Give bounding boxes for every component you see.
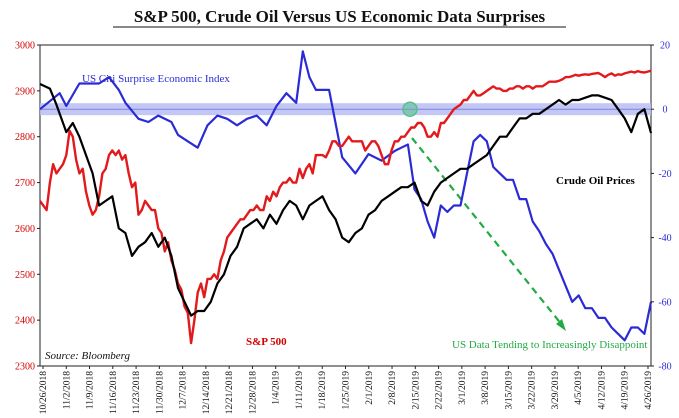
y-left-tick-label: 2300	[15, 362, 35, 373]
y-right-tick-label: 20	[660, 41, 670, 52]
x-tick-label: 1/25/2019	[342, 371, 352, 410]
x-tick-label: 4/19/2019	[621, 371, 631, 410]
zero-band	[40, 103, 651, 331]
plot-frame	[39, 44, 652, 367]
y-right-tick-label: -20	[658, 169, 671, 180]
y-right-tick-label: -40	[658, 233, 671, 244]
axes: 2300 2400 2500 2600 2700 2800 2900 3000 -80 -60 -4…	[15, 41, 672, 415]
series-line-us-citi-surprise-economic-index	[39, 50, 653, 342]
source-label: Source: Bloomberg	[45, 350, 131, 362]
y-left-tick-label: 2400	[15, 316, 35, 327]
x-tick-label: 2/22/2019	[435, 371, 445, 410]
x-tick-label: 12/21/2018	[225, 371, 235, 415]
x-tick-label: 3/15/2019	[504, 371, 514, 410]
x-tick-label: 3/22/2019	[528, 371, 538, 410]
y-right-tick-label: -60	[658, 297, 671, 308]
y-left-tick-label: 2500	[15, 270, 35, 281]
x-tick-label: 11/9/2018	[86, 371, 96, 409]
x-tick-label: 2/1/2019	[365, 371, 375, 405]
turning-point-marker	[402, 101, 418, 117]
y-right-tick-label: 0	[663, 105, 668, 116]
y-left-tick-label: 2600	[15, 224, 35, 235]
trend-arrowhead	[556, 319, 566, 331]
x-tick-label: 11/23/2018	[132, 371, 142, 414]
x-tick-label: 11/2/2018	[62, 371, 72, 409]
x-tick-label: 11/16/2018	[109, 371, 119, 414]
x-tick-label: 2/15/2019	[411, 371, 421, 410]
x-tick-label: 4/26/2019	[644, 371, 654, 410]
series-line-s-p-500	[39, 69, 652, 345]
x-tick-label: 4/12/2019	[597, 371, 607, 410]
series-lines	[39, 50, 653, 345]
x-tick-label: 12/7/2018	[179, 371, 189, 410]
x-tick-label: 10/26/2018	[39, 371, 49, 415]
x-tick-label: 3/8/2019	[481, 371, 491, 405]
chart-title: S&P 500, Crude Oil Versus US Economic Da…	[134, 7, 546, 26]
y-left-tick-label: 3000	[15, 41, 35, 52]
trend-label: US Data Tending to Increasingly Disappoi…	[452, 339, 647, 351]
y-left-tick-label: 2700	[15, 178, 35, 189]
annotations: US Citi Surprise Economic Index Crude Oi…	[45, 73, 647, 362]
crude-label: Crude Oil Prices	[556, 175, 636, 187]
x-tick-label: 12/14/2018	[202, 371, 212, 415]
citi-label: US Citi Surprise Economic Index	[82, 73, 230, 85]
trend-arrow-line	[411, 137, 563, 326]
plot-border	[39, 44, 652, 367]
x-tick-label: 1/18/2019	[318, 371, 328, 410]
y-left-tick-label: 2900	[15, 86, 35, 97]
x-tick-label: 3/1/2019	[458, 371, 468, 405]
x-tick-label: 11/30/2018	[155, 371, 165, 414]
x-tick-label: 1/4/2019	[272, 371, 282, 405]
sp500-label: S&P 500	[246, 336, 287, 348]
x-tick-label: 12/28/2018	[248, 371, 258, 415]
y-right-tick-label: -80	[658, 362, 671, 373]
series-line-crude-oil-prices	[39, 83, 653, 317]
x-tick-label: 1/11/2019	[295, 371, 305, 409]
y-left-tick-label: 2800	[15, 132, 35, 143]
x-tick-label: 3/29/2019	[551, 371, 561, 410]
x-tick-label: 2/8/2019	[388, 371, 398, 405]
x-tick-label: 4/5/2019	[574, 371, 584, 405]
